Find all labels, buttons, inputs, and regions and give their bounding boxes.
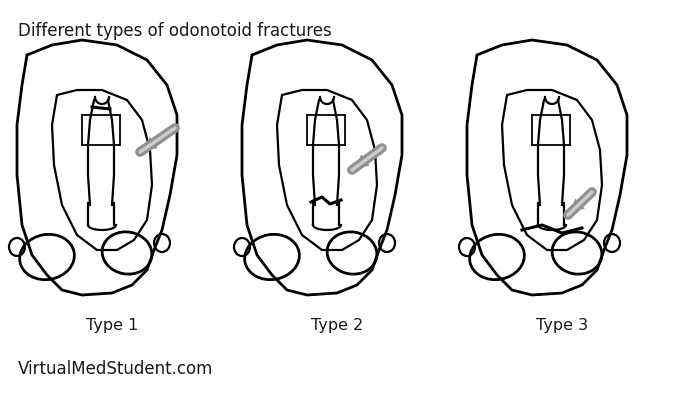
Text: Type 3: Type 3 [536, 318, 588, 333]
Text: Different types of odonotoid fractures: Different types of odonotoid fractures [18, 22, 332, 40]
Text: Type 2: Type 2 [311, 318, 363, 333]
Text: VirtualMedStudent.com: VirtualMedStudent.com [18, 360, 214, 378]
Text: Type 1: Type 1 [86, 318, 138, 333]
